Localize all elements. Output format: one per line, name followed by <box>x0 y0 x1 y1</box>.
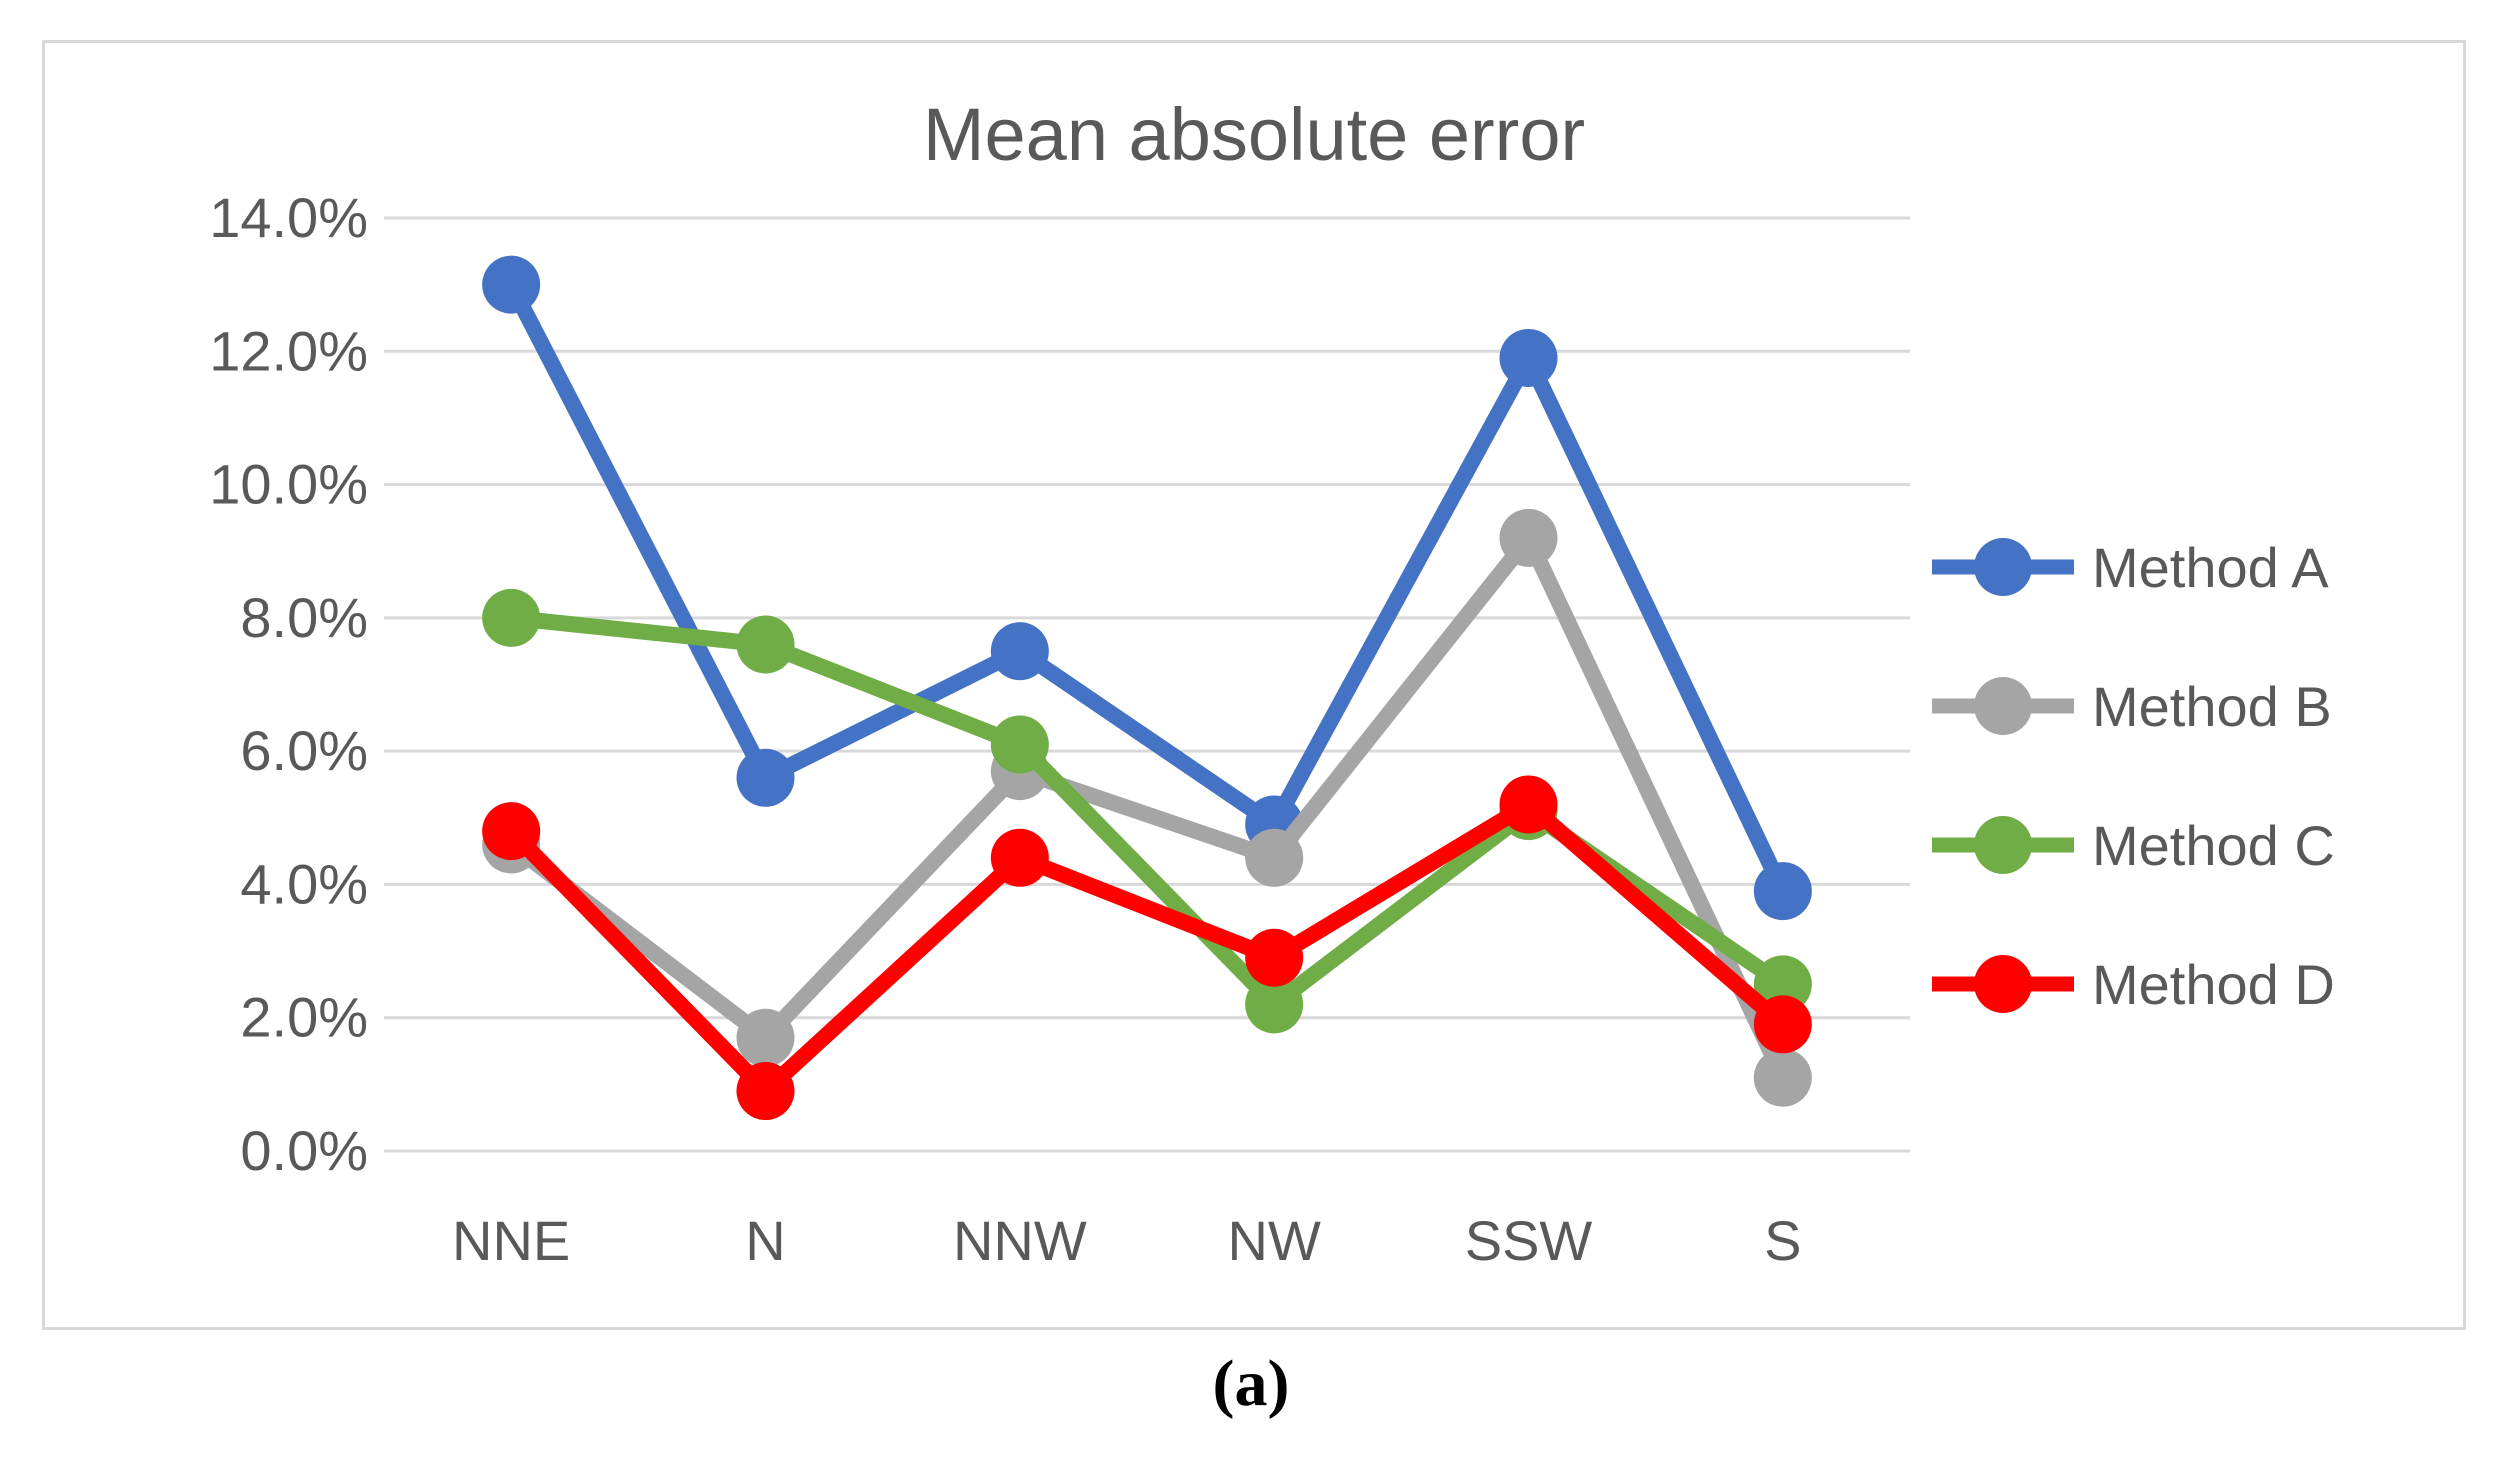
y-axis-tick-label: 6.0% <box>240 719 368 782</box>
legend-item-method-d: Method D <box>1928 948 2335 1020</box>
data-point-marker-method-d <box>990 828 1049 887</box>
data-point-marker-method-c <box>736 615 795 674</box>
data-point-marker-method-d <box>1499 775 1558 834</box>
data-point-marker-method-a <box>736 748 795 807</box>
data-point-marker-method-c <box>1753 955 1812 1014</box>
legend-label: Method D <box>2092 952 2335 1016</box>
y-axis-tick-label: 12.0% <box>209 319 368 382</box>
data-point-marker-method-b <box>1753 1048 1812 1107</box>
chart-card <box>42 40 2466 1330</box>
y-axis-tick-label: 10.0% <box>209 453 368 516</box>
y-axis-tick-label: 14.0% <box>209 186 368 249</box>
chart-legend: Method A Method B Method C Method D <box>1928 531 2335 1020</box>
legend-item-method-c: Method C <box>1928 809 2335 881</box>
data-point-marker-method-c <box>990 715 1049 774</box>
data-point-marker-method-a <box>1499 328 1558 387</box>
data-point-marker-method-b <box>736 1008 795 1067</box>
legend-label: Method B <box>2092 674 2332 738</box>
data-point-marker-method-d <box>1245 928 1304 987</box>
data-point-marker-method-d <box>1753 995 1812 1054</box>
legend-label: Method A <box>2092 535 2329 599</box>
legend-label: Method C <box>2092 813 2335 877</box>
x-axis-label: S <box>1764 1209 1801 1272</box>
data-point-marker-method-d <box>482 802 541 861</box>
x-axis-label: SSW <box>1465 1209 1593 1272</box>
data-point-marker-method-a <box>990 622 1049 681</box>
legend-marker-icon <box>1932 538 2074 596</box>
x-axis-label: N <box>745 1209 785 1272</box>
y-axis-tick-label: 4.0% <box>240 852 368 915</box>
data-point-marker-method-c <box>482 588 541 647</box>
series-line-method-d <box>503 796 1791 1100</box>
data-point-marker-method-c <box>1245 975 1304 1034</box>
data-point-marker-method-a <box>1753 862 1812 921</box>
y-axis-tick-label: 8.0% <box>240 586 368 649</box>
x-axis-label: NNW <box>953 1209 1087 1272</box>
legend-marker-icon <box>1932 955 2074 1013</box>
data-point-marker-method-b <box>1245 828 1304 887</box>
legend-marker-icon <box>1932 816 2074 874</box>
data-point-marker-method-a <box>482 255 541 314</box>
chart-title: Mean absolute error <box>922 93 1586 176</box>
data-point-marker-method-b <box>1499 508 1558 567</box>
legend-marker-icon <box>1932 677 2074 735</box>
x-axis-label: NW <box>1228 1209 1321 1272</box>
figure-caption: (a) <box>1212 1347 1290 1420</box>
series-line-method-a <box>503 276 1791 900</box>
y-axis-tick-label: 0.0% <box>240 1119 368 1182</box>
legend-item-method-b: Method B <box>1928 670 2335 742</box>
series-line-method-b <box>503 529 1791 1086</box>
legend-item-method-a: Method A <box>1928 531 2335 603</box>
data-point-marker-method-d <box>736 1062 795 1121</box>
y-axis-tick-label: 2.0% <box>240 986 368 1049</box>
x-axis-label: NNE <box>452 1209 570 1272</box>
